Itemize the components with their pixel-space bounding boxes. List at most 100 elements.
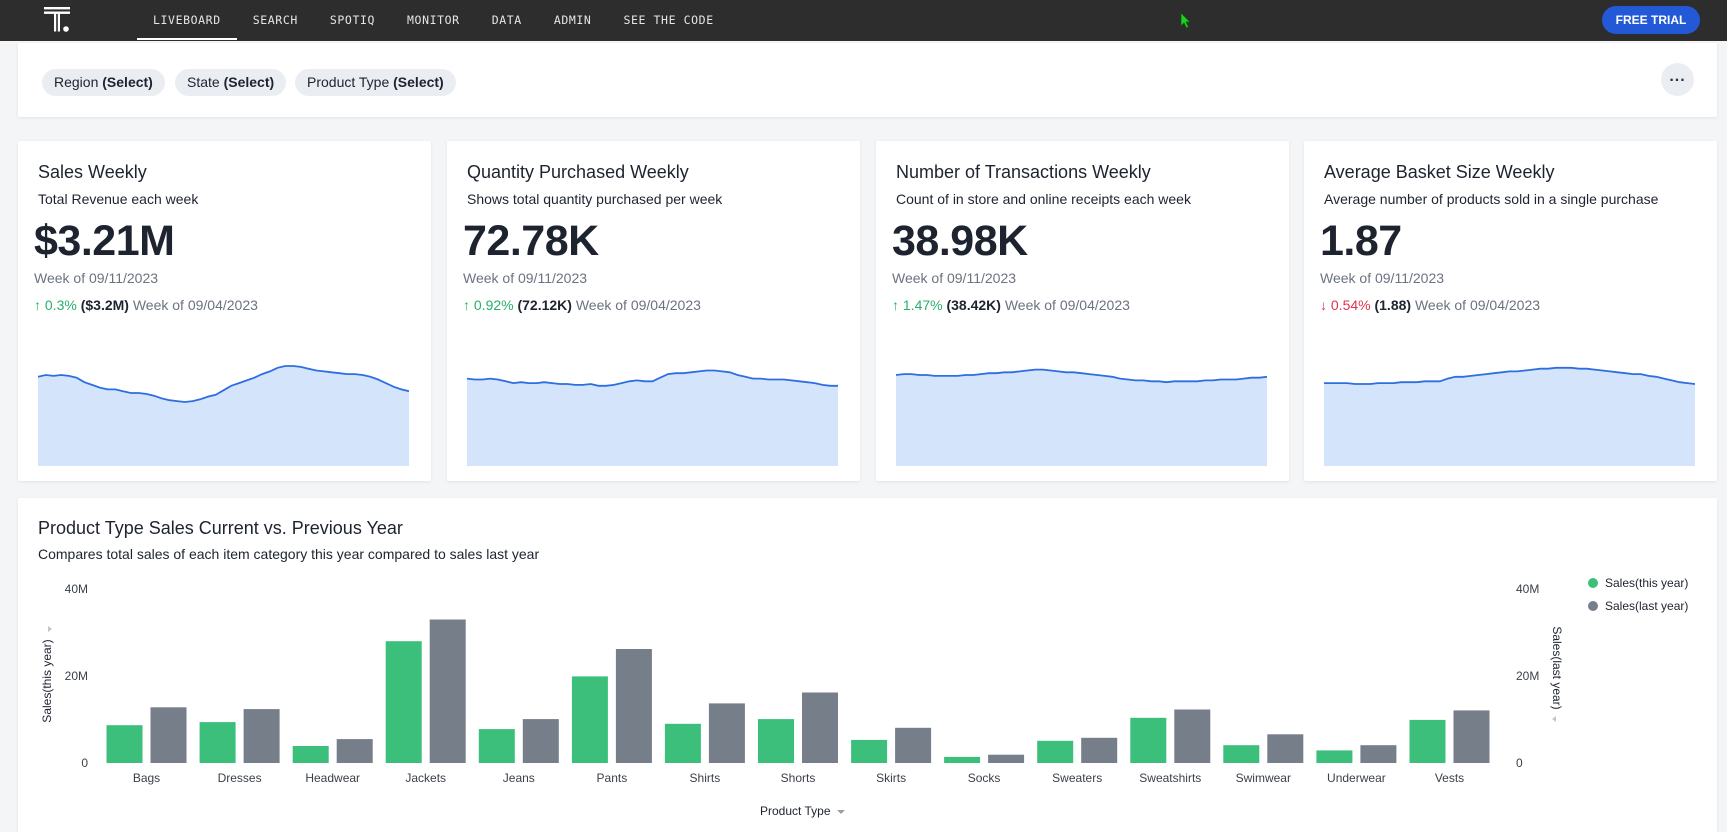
- kpi-sparkline: [896, 368, 1267, 466]
- chart-title: Product Type Sales Current vs. Previous …: [38, 518, 403, 538]
- sparkline-area: [896, 369, 1267, 466]
- x-tick-label: Pants: [597, 771, 628, 785]
- nav-item-search[interactable]: SEARCH: [252, 13, 298, 27]
- bar-last-year: [1081, 737, 1118, 763]
- kpi-week: Week of 09/11/2023: [463, 270, 588, 286]
- x-tick-label: Jackets: [405, 771, 446, 785]
- y-tick-label-right: 0: [1516, 756, 1523, 770]
- x-axis-title[interactable]: Product Type: [760, 804, 845, 818]
- x-tick-label: Dresses: [218, 771, 262, 785]
- legend-item-last-year[interactable]: Sales(last year): [1588, 599, 1688, 613]
- arrow-up-icon: ↑: [34, 297, 41, 313]
- chart-product-type-sales[interactable]: Product Type Sales Current vs. Previous …: [18, 498, 1717, 832]
- bar-this-year: [1223, 745, 1260, 763]
- kpi-subtitle: Shows total quantity purchased per week: [467, 191, 723, 207]
- bar-this-year: [478, 729, 515, 763]
- filter-bar: Region (Select) State (Select) Product T…: [18, 43, 1717, 117]
- sparkline-line: [896, 368, 1267, 384]
- bar-last-year: [1174, 709, 1211, 763]
- more-options-button[interactable]: ...: [1661, 63, 1694, 96]
- kpi-change-pct: ↑ 1.47%: [892, 297, 943, 313]
- kpi-change-pct: ↓ 0.54%: [1320, 297, 1371, 313]
- x-tick-label: Bags: [133, 771, 160, 785]
- kpi-change: ↑ 1.47% (38.42K) Week of 09/04/2023: [892, 297, 1130, 313]
- filter-chip-product-type[interactable]: Product Type (Select): [295, 69, 456, 96]
- nav-item-admin[interactable]: ADMIN: [553, 13, 592, 27]
- x-tick-label: Shorts: [781, 771, 816, 785]
- kpi-card-quantity-purchased-weekly[interactable]: Quantity Purchased Weekly Shows total qu…: [447, 141, 860, 481]
- axis-caret-icon: [48, 626, 52, 632]
- bar-last-year: [522, 719, 559, 763]
- kpi-week: Week of 09/11/2023: [892, 270, 1017, 286]
- x-tick-label: Sweatshirts: [1139, 771, 1201, 785]
- arrow-up-icon: ↑: [892, 297, 899, 313]
- kpi-week: Week of 09/11/2023: [1320, 270, 1445, 286]
- x-tick-label: Swimwear: [1236, 771, 1291, 785]
- bar-this-year: [106, 725, 143, 763]
- y-axis-title-right: Sales(last year): [1550, 626, 1564, 709]
- kpi-sparkline: [467, 369, 838, 466]
- bar-this-year: [1130, 717, 1167, 763]
- sparkline-line: [467, 369, 838, 387]
- x-tick-label: Vests: [1435, 771, 1464, 785]
- bar-last-year: [336, 739, 373, 763]
- x-tick-label: Shirts: [690, 771, 721, 785]
- x-tick-label: Headwear: [305, 771, 360, 785]
- bar-this-year: [292, 746, 329, 763]
- kpi-value: 38.98K: [892, 217, 1028, 265]
- bar-this-year: [571, 676, 608, 763]
- bar-chart: 0 0 20M 20M 40M 40M Sales(this year) Sales(last…: [40, 582, 1564, 785]
- kpi-value: 72.78K: [463, 217, 599, 265]
- arrow-down-icon: ↓: [1320, 297, 1327, 313]
- filter-chip-value: (Select): [393, 74, 444, 90]
- free-trial-button[interactable]: FREE TRIAL: [1602, 6, 1700, 34]
- kpi-prev-value: ($3.2M): [80, 297, 129, 313]
- filter-chip-value: (Select): [102, 74, 153, 90]
- thoughtspot-logo-icon[interactable]: [44, 7, 70, 33]
- legend-item-this-year[interactable]: Sales(this year): [1588, 576, 1688, 590]
- kpi-value: $3.21M: [34, 217, 175, 265]
- kpi-change-pct-value: 0.54%: [1330, 297, 1371, 313]
- bar-last-year: [802, 692, 838, 763]
- chart-subtitle: Compares total sales of each item catego…: [38, 546, 540, 562]
- x-tick-label: Underwear: [1327, 771, 1386, 785]
- kpi-prev-value: (1.88): [1374, 297, 1412, 313]
- filter-chip-state[interactable]: State (Select): [175, 69, 287, 96]
- x-tick-label: Skirts: [876, 771, 906, 785]
- chart-legend: Sales(this year) Sales(last year): [1588, 576, 1688, 622]
- kpi-change-pct: ↑ 0.92%: [463, 297, 514, 313]
- bar-last-year: [895, 727, 932, 763]
- more-horizontal-icon: ...: [1669, 67, 1686, 85]
- kpi-card-number-of-transactions-weekly[interactable]: Number of Transactions Weekly Count of i…: [876, 141, 1289, 481]
- nav-item-see-the-code[interactable]: SEE THE CODE: [623, 13, 714, 27]
- filter-chip-name: Region: [54, 74, 99, 90]
- kpi-prev-week: Week of 09/04/2023: [575, 297, 701, 313]
- bar-last-year: [243, 709, 280, 763]
- nav-item-liveboard[interactable]: LIVEBOARD: [137, 0, 237, 41]
- nav-item-spotiq[interactable]: SPOTIQ: [329, 13, 376, 27]
- kpi-change-pct: ↑ 0.3%: [34, 297, 77, 313]
- sparkline-area: [1324, 367, 1695, 466]
- nav-item-data[interactable]: DATA: [491, 13, 522, 27]
- y-tick-label-left: 40M: [65, 582, 88, 596]
- nav-item-monitor[interactable]: MONITOR: [407, 13, 460, 27]
- filter-chip-name: Product Type: [307, 74, 390, 90]
- kpi-subtitle: Average number of products sold in a sin…: [1324, 191, 1659, 207]
- filter-chip-region[interactable]: Region (Select): [42, 69, 165, 96]
- kpi-subtitle: Count of in store and online receipts ea…: [896, 191, 1191, 207]
- bar-this-year: [758, 719, 794, 763]
- bar-this-year: [199, 722, 236, 763]
- x-tick-label: Socks: [968, 771, 1001, 785]
- sparkline-area: [38, 366, 409, 466]
- sparkline-area: [467, 370, 838, 466]
- bar-this-year: [1316, 750, 1353, 763]
- y-tick-label-right: 20M: [1516, 669, 1539, 683]
- kpi-subtitle: Total Revenue each week: [38, 191, 199, 207]
- kpi-card-average-basket-size-weekly[interactable]: Average Basket Size Weekly Average numbe…: [1304, 141, 1717, 481]
- top-navigation: LIVEBOARD SEARCH SPOTIQ MONITOR DATA ADM…: [0, 0, 1727, 41]
- kpi-prev-week: Week of 09/04/2023: [132, 297, 258, 313]
- kpi-card-sales-weekly[interactable]: Sales Weekly Total Revenue each week $3.…: [18, 141, 431, 481]
- kpi-title: Quantity Purchased Weekly: [467, 162, 689, 182]
- kpi-week: Week of 09/11/2023: [34, 270, 159, 286]
- kpi-prev-week: Week of 09/04/2023: [1414, 297, 1541, 313]
